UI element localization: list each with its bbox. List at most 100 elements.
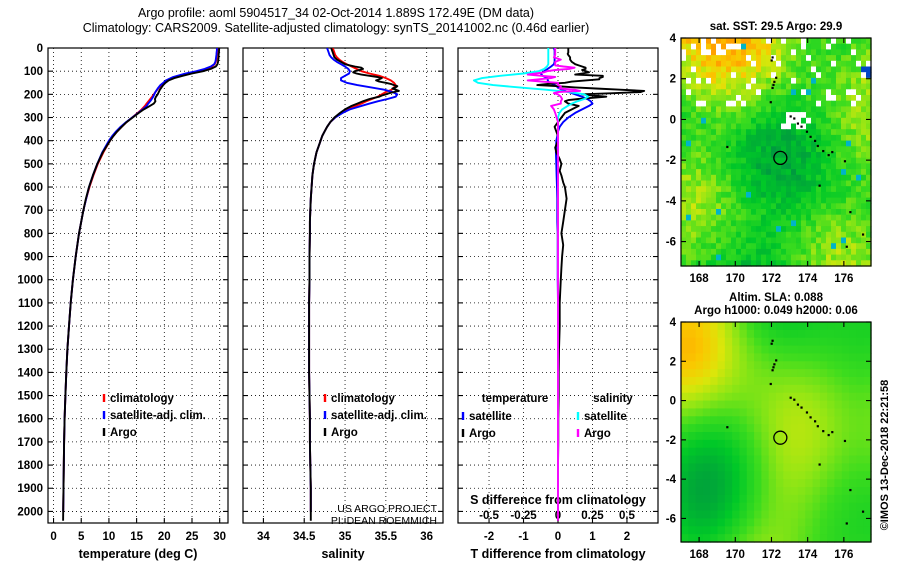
depth-tick-label: 1500 [17, 391, 43, 403]
sla-map-coastline-speck [822, 430, 825, 433]
depth-tick-label: 2000 [17, 506, 43, 518]
sla-map-coastline-speck [849, 488, 852, 492]
sla-map-coastline-speck [800, 406, 803, 409]
legend-header-temperature: temperature [482, 393, 548, 405]
sla-map-title: Altim. SLA: 0.088 [729, 292, 824, 304]
difference-legend-item-label: Argo [584, 428, 611, 440]
depth-tick-label: 1400 [17, 367, 43, 379]
sst-map-coastline-speck [793, 117, 796, 120]
temperature-profile-xtick-label: 0 [50, 531, 56, 543]
sla-map-title: Argo h1000: 0.049 h2000: 0.06 [694, 305, 858, 317]
salinity-profile-series-satellite-adj-clim- [308, 48, 399, 512]
sla-map-coastline-speck [793, 398, 796, 401]
sla-map-xtick-label: 170 [726, 549, 745, 561]
sst-map-coastline-speck [771, 56, 774, 59]
difference-legend-item-label: satellite [584, 411, 627, 423]
sst-map-coastline-speck [843, 160, 847, 163]
sst-map-coastline-speck [772, 83, 775, 87]
sla-map-coastline-speck [789, 396, 792, 399]
sla-map-coastline-speck [843, 439, 847, 443]
imos-credit: ©IMOS 13-Dec-2018 22:21:58 [879, 380, 891, 531]
depth-tick-label: 1800 [17, 460, 43, 472]
temperature-profile-xtick-label: 30 [213, 531, 226, 543]
depth-tick-label: 400 [24, 136, 43, 148]
sst-map-ytick-label: 0 [670, 114, 676, 126]
sst-map-title: sat. SST: 29.5 Argo: 29.9 [710, 21, 843, 33]
sla-map-coastline-speck [816, 425, 819, 428]
salinity-profile-series-argo [308, 48, 400, 521]
sst-map-coastline-speck [796, 122, 800, 125]
depth-tick-label: 1900 [17, 483, 43, 495]
salinity-profile-xtick-label: 35.5 [375, 531, 398, 543]
sla-map-ytick-label: 2 [670, 356, 676, 368]
sst-map-coastline-speck [805, 130, 809, 133]
sst-map-coastline-speck [771, 86, 774, 90]
sla-map-coastline-speck [775, 359, 778, 362]
sst-map-coastline-speck [769, 101, 772, 104]
temperature-profile-legend-item-label: satellite-adj. clim. [110, 410, 206, 422]
sla-map-coastline-speck [809, 416, 812, 419]
us-argo-project-label: US ARGO PROJECT [337, 503, 437, 515]
depth-tick-label: 0 [37, 43, 43, 55]
sst-map-coastline-speck [770, 59, 773, 62]
sla-map-coastline-speck [772, 366, 775, 369]
sla-map-ytick-label: -2 [666, 435, 676, 447]
page-title: Argo profile: aoml 5904517_34 02-Oct-201… [0, 6, 672, 36]
sst-map-coastline-speck [818, 184, 821, 187]
sst-map-coastline-speck [773, 80, 776, 83]
sst-map-coastline-speck [845, 245, 848, 248]
sla-map-coastline-speck [726, 426, 729, 429]
salinity-profile-xtick-label: 34 [257, 531, 270, 543]
depth-tick-label: 100 [24, 66, 43, 78]
temperature-profile-xtick-label: 20 [158, 531, 171, 543]
sst-map-ytick-label: 4 [670, 33, 677, 45]
sst-map-float-marker [773, 150, 788, 166]
sla-map-coastline-speck [769, 382, 772, 386]
difference-profile-xtick-label: 1 [589, 531, 596, 543]
sst-map-ytick-label: 2 [670, 74, 676, 86]
sst-map-coastline-speck [800, 125, 803, 128]
depth-tick-label: 600 [24, 182, 43, 194]
sla-map-coastline-speck [845, 522, 848, 525]
depth-tick-label: 800 [24, 228, 43, 240]
difference-legend-item-label: satellite [469, 411, 512, 423]
temperature-profile-frame [47, 47, 229, 524]
sla-map-coastline-speck [805, 411, 809, 414]
salinity-profile-xlabel: salinity [321, 547, 364, 561]
sst-map-ytick-label: -2 [666, 155, 676, 167]
salinity-profile-xtick-label: 36 [420, 531, 433, 543]
difference-profile-series-salinity-satellite [472, 48, 590, 512]
depth-tick-label: 200 [24, 89, 43, 101]
sst-map-coastline-speck [809, 135, 812, 138]
title-line-1: Argo profile: aoml 5904517_34 02-Oct-201… [137, 6, 535, 20]
sla-map-float-marker [773, 430, 788, 445]
sst-map-xtick-label: 172 [762, 273, 781, 285]
difference-profile-series-temperature-argo [536, 48, 646, 521]
sst-map-coastline-speck [726, 145, 729, 149]
temperature-profile-xtick-label: 5 [78, 531, 85, 543]
sla-map-xtick-label: 172 [762, 549, 781, 561]
sla-map-coastline-speck [771, 339, 774, 342]
depth-tick-label: 900 [24, 252, 43, 264]
sla-map-coastline-speck [773, 363, 776, 366]
sla-map-ytick-label: 4 [670, 317, 677, 329]
temperature-profile-series-argo [62, 48, 221, 521]
depth-tick-label: 1100 [18, 298, 43, 310]
depth-tick-label: 500 [24, 159, 43, 171]
difference-profile-xtick-label: -1 [518, 531, 529, 543]
temperature-profile-legend-item-label: climatology [110, 393, 175, 405]
sst-map-coastline-speck [822, 149, 825, 153]
pi-label: PI: DEAN ROEMMICH [331, 515, 437, 527]
sla-map-coastline-speck [818, 463, 821, 466]
difference-legend-item-label: Argo [469, 428, 496, 440]
sla-map-coastline-speck [796, 403, 800, 406]
sst-map-xtick-label: 170 [726, 273, 745, 285]
difference-profile-xtick-label-secondary: -0.25 [510, 510, 537, 522]
sla-map-ytick-label: -6 [666, 513, 676, 525]
sst-map-ytick-label: -6 [666, 237, 676, 249]
sla-map-coastline-speck [770, 342, 773, 345]
sst-map-ytick-label: -4 [666, 196, 677, 208]
sst-map-coastline-speck [831, 150, 834, 154]
